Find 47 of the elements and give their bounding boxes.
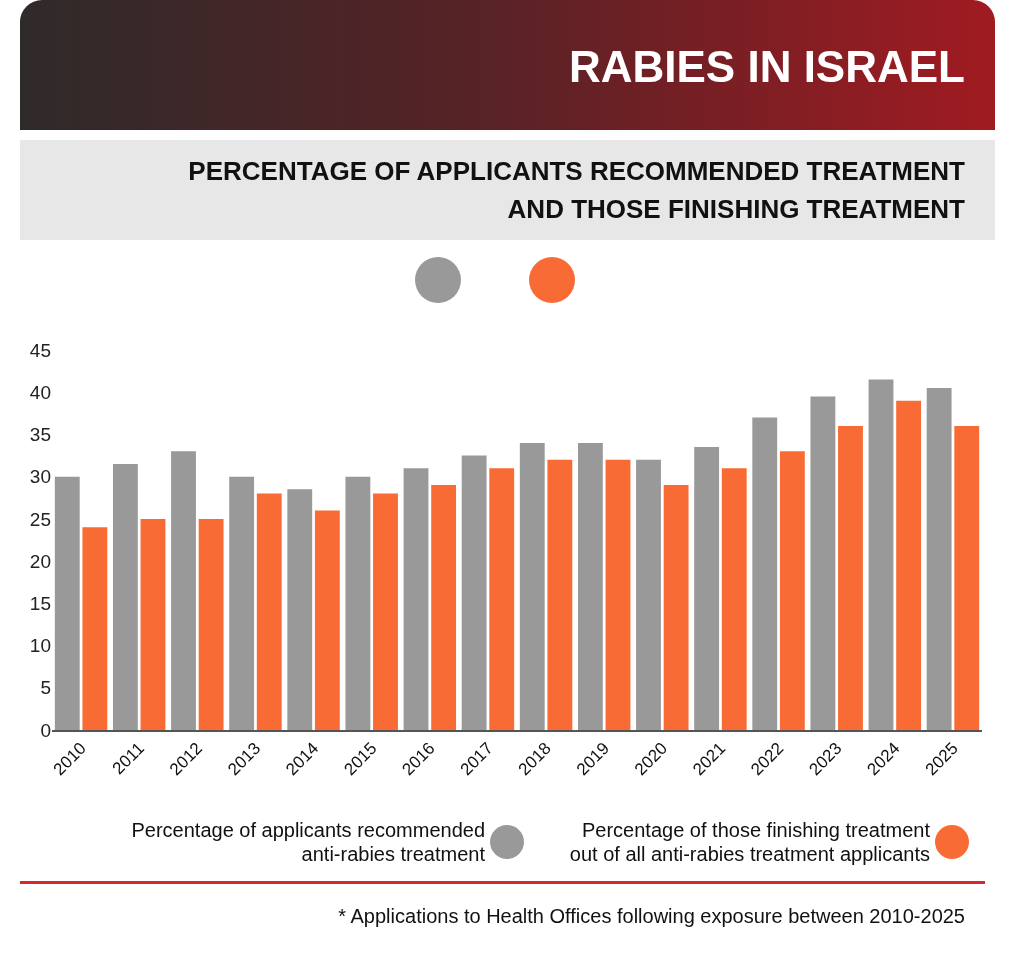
bar — [82, 527, 108, 730]
y-tick-label: 25 — [29, 508, 51, 530]
text: * Applications to Health Offices following exposure between 2010-2025 — [338, 905, 965, 928]
chart-subtitle: PERCENTAGE OF APPLICANTS RECOMMENDED TREATMENT AND THOSE FINISHING TREATMENT — [187, 155, 965, 226]
bar — [896, 400, 922, 730]
y-tick-label: 0 — [40, 719, 51, 741]
y-tick-label: 5 — [40, 677, 51, 699]
bar — [287, 489, 313, 730]
y-tick-label: 15 — [29, 592, 51, 614]
bar — [198, 518, 224, 730]
bar — [547, 459, 573, 730]
bar — [54, 476, 80, 730]
bar — [694, 447, 720, 730]
bar — [838, 426, 863, 730]
bar — [779, 451, 805, 730]
y-tick-label: 45 — [29, 339, 51, 361]
bar — [373, 493, 398, 730]
bar — [345, 476, 371, 730]
bar — [431, 485, 457, 730]
y-tick-label: 30 — [29, 466, 51, 488]
bar — [663, 485, 689, 730]
y-tick-label: 40 — [29, 381, 51, 403]
bar — [954, 426, 980, 730]
bar — [403, 468, 429, 730]
y-tick-label: 10 — [29, 635, 51, 657]
bar — [489, 468, 515, 730]
bar — [256, 493, 282, 730]
bar — [112, 464, 138, 730]
chart-title: RABIES IN ISRAEL — [568, 42, 965, 92]
bar — [605, 459, 631, 730]
legend-label: Percentage of applicants recommended anti-rabies treatment — [130, 818, 485, 866]
bar — [926, 388, 952, 730]
bar — [140, 518, 166, 730]
y-tick-label: 35 — [29, 424, 51, 446]
legend-label: Percentage of those finishing treatment out of all anti-rabies treatment applicants — [568, 818, 930, 866]
bar — [171, 451, 196, 730]
bar — [721, 468, 747, 730]
bar — [314, 510, 340, 730]
bar — [810, 396, 836, 730]
bar — [577, 442, 603, 730]
bar — [636, 459, 661, 730]
bar — [229, 476, 255, 730]
bar — [752, 417, 778, 730]
bar — [868, 379, 894, 730]
bar — [519, 442, 545, 730]
y-tick-label: 20 — [29, 550, 51, 572]
bar — [461, 455, 487, 730]
